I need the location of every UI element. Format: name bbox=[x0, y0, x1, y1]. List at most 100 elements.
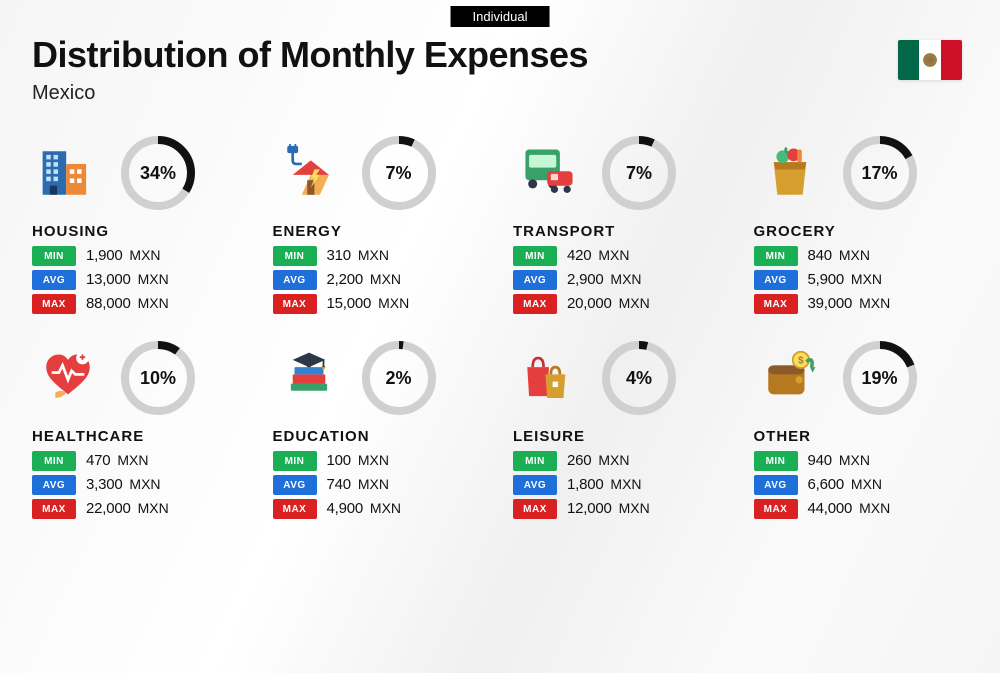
percent-value: 7% bbox=[359, 133, 439, 213]
percent-donut: 2% bbox=[359, 338, 439, 418]
categories-grid: 34% HOUSING MIN 1,900 MXN AVG 13,000 MXN… bbox=[32, 133, 968, 519]
max-value: 12,000 bbox=[567, 500, 612, 517]
currency: MXN bbox=[607, 476, 642, 492]
currency: MXN bbox=[835, 452, 870, 468]
percent-donut: 34% bbox=[118, 133, 198, 213]
category-card-other: $ 19% OTHER MIN 940 MXN AVG 6,600 MXN bbox=[754, 338, 969, 519]
percent-value: 7% bbox=[599, 133, 679, 213]
avg-value: 5,900 bbox=[808, 271, 845, 288]
transport-icon bbox=[513, 137, 585, 209]
avg-row: AVG 1,800 MXN bbox=[513, 475, 728, 495]
currency: MXN bbox=[615, 500, 650, 516]
min-badge: MIN bbox=[754, 246, 798, 266]
min-value: 260 bbox=[567, 452, 591, 469]
currency: MXN bbox=[855, 295, 890, 311]
currency: MXN bbox=[366, 271, 401, 287]
min-row: MIN 840 MXN bbox=[754, 246, 969, 266]
energy-icon bbox=[273, 137, 345, 209]
min-badge: MIN bbox=[273, 246, 317, 266]
max-row: MAX 12,000 MXN bbox=[513, 499, 728, 519]
min-value: 420 bbox=[567, 247, 591, 264]
max-value: 20,000 bbox=[567, 295, 612, 312]
min-value: 470 bbox=[86, 452, 110, 469]
currency: MXN bbox=[835, 247, 870, 263]
stats-block: MIN 260 MXN AVG 1,800 MXN MAX 12,000 MXN bbox=[513, 451, 728, 519]
currency: MXN bbox=[354, 452, 389, 468]
percent-donut: 19% bbox=[840, 338, 920, 418]
max-badge: MAX bbox=[273, 294, 317, 314]
category-name: HEALTHCARE bbox=[32, 428, 247, 445]
percent-value: 2% bbox=[359, 338, 439, 418]
avg-badge: AVG bbox=[273, 270, 317, 290]
currency: MXN bbox=[594, 452, 629, 468]
education-icon bbox=[273, 342, 345, 414]
min-row: MIN 100 MXN bbox=[273, 451, 488, 471]
min-badge: MIN bbox=[513, 246, 557, 266]
page-title: Distribution of Monthly Expenses bbox=[32, 34, 968, 76]
min-row: MIN 310 MXN bbox=[273, 246, 488, 266]
leisure-icon bbox=[513, 342, 585, 414]
avg-value: 13,000 bbox=[86, 271, 131, 288]
page-subtitle: Mexico bbox=[32, 82, 968, 105]
avg-value: 2,200 bbox=[327, 271, 364, 288]
category-name: OTHER bbox=[754, 428, 969, 445]
percent-donut: 7% bbox=[359, 133, 439, 213]
min-row: MIN 1,900 MXN bbox=[32, 246, 247, 266]
stats-block: MIN 100 MXN AVG 740 MXN MAX 4,900 MXN bbox=[273, 451, 488, 519]
category-card-housing: 34% HOUSING MIN 1,900 MXN AVG 13,000 MXN… bbox=[32, 133, 247, 314]
svg-text:$: $ bbox=[798, 356, 804, 367]
min-badge: MIN bbox=[32, 451, 76, 471]
min-value: 940 bbox=[808, 452, 832, 469]
category-card-grocery: 17% GROCERY MIN 840 MXN AVG 5,900 MXN MA… bbox=[754, 133, 969, 314]
max-value: 39,000 bbox=[808, 295, 853, 312]
min-row: MIN 420 MXN bbox=[513, 246, 728, 266]
stats-block: MIN 940 MXN AVG 6,600 MXN MAX 44,000 MXN bbox=[754, 451, 969, 519]
min-value: 310 bbox=[327, 247, 351, 264]
currency: MXN bbox=[134, 500, 169, 516]
max-badge: MAX bbox=[32, 499, 76, 519]
min-row: MIN 940 MXN bbox=[754, 451, 969, 471]
avg-badge: AVG bbox=[513, 475, 557, 495]
currency: MXN bbox=[113, 452, 148, 468]
percent-donut: 7% bbox=[599, 133, 679, 213]
min-value: 840 bbox=[808, 247, 832, 264]
stats-block: MIN 310 MXN AVG 2,200 MXN MAX 15,000 MXN bbox=[273, 246, 488, 314]
max-row: MAX 22,000 MXN bbox=[32, 499, 247, 519]
grocery-icon bbox=[754, 137, 826, 209]
max-value: 4,900 bbox=[327, 500, 364, 517]
avg-badge: AVG bbox=[273, 475, 317, 495]
min-value: 100 bbox=[327, 452, 351, 469]
category-card-transport: 7% TRANSPORT MIN 420 MXN AVG 2,900 MXN M… bbox=[513, 133, 728, 314]
max-badge: MAX bbox=[754, 499, 798, 519]
stats-block: MIN 420 MXN AVG 2,900 MXN MAX 20,000 MXN bbox=[513, 246, 728, 314]
max-value: 22,000 bbox=[86, 500, 131, 517]
avg-row: AVG 3,300 MXN bbox=[32, 475, 247, 495]
healthcare-icon bbox=[32, 342, 104, 414]
percent-value: 17% bbox=[840, 133, 920, 213]
avg-value: 6,600 bbox=[808, 476, 845, 493]
min-row: MIN 470 MXN bbox=[32, 451, 247, 471]
avg-badge: AVG bbox=[754, 270, 798, 290]
currency: MXN bbox=[847, 476, 882, 492]
currency: MXN bbox=[847, 271, 882, 287]
currency: MXN bbox=[374, 295, 409, 311]
avg-badge: AVG bbox=[32, 475, 76, 495]
max-badge: MAX bbox=[273, 499, 317, 519]
other-icon: $ bbox=[754, 342, 826, 414]
percent-value: 34% bbox=[118, 133, 198, 213]
category-card-energy: 7% ENERGY MIN 310 MXN AVG 2,200 MXN MAX … bbox=[273, 133, 488, 314]
category-name: HOUSING bbox=[32, 223, 247, 240]
category-name: GROCERY bbox=[754, 223, 969, 240]
currency: MXN bbox=[134, 271, 169, 287]
avg-value: 3,300 bbox=[86, 476, 123, 493]
housing-icon bbox=[32, 137, 104, 209]
max-row: MAX 4,900 MXN bbox=[273, 499, 488, 519]
percent-value: 4% bbox=[599, 338, 679, 418]
avg-row: AVG 13,000 MXN bbox=[32, 270, 247, 290]
avg-row: AVG 740 MXN bbox=[273, 475, 488, 495]
max-row: MAX 44,000 MXN bbox=[754, 499, 969, 519]
max-value: 15,000 bbox=[327, 295, 372, 312]
currency: MXN bbox=[126, 247, 161, 263]
currency: MXN bbox=[354, 476, 389, 492]
stats-block: MIN 1,900 MXN AVG 13,000 MXN MAX 88,000 … bbox=[32, 246, 247, 314]
